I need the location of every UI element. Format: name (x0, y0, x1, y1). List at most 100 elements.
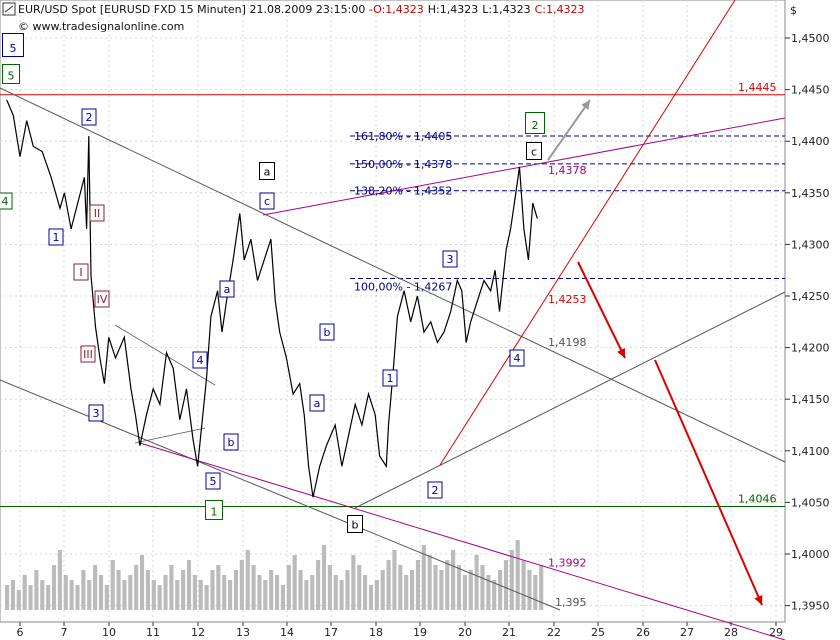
wave-label-5-blue-box (205, 472, 221, 490)
volume-bar (140, 555, 145, 610)
chart-header: EUR/USD Spot [EURUSD FXD 15 Minuten] 21.… (2, 2, 584, 33)
volume-bar (333, 575, 338, 610)
volume-bar (439, 570, 444, 610)
volume-bar (239, 560, 244, 610)
rising-support-line (354, 291, 786, 509)
volume-bar (339, 580, 344, 610)
volume-bar (75, 585, 80, 610)
volume-bar (63, 575, 68, 610)
volume-bar (110, 560, 115, 610)
volume-bar (427, 555, 432, 610)
volume-bar (321, 545, 327, 610)
volume-bar (175, 580, 180, 610)
header-watermark: © www.tradesignalonline.com (18, 20, 184, 33)
wave-label-a-blue: a (224, 283, 231, 296)
volume-bar (456, 565, 462, 610)
wave-label-5-blue: 5 (210, 475, 217, 488)
y-tick-label: 1,4300 (791, 238, 830, 251)
wave-label-b-black: b (352, 519, 359, 532)
level-label-14198: 1,4198 (548, 336, 587, 349)
volume-bar (16, 590, 21, 610)
x-tick-label: 27 (680, 626, 694, 639)
wave-label-I: I (79, 266, 82, 279)
wave-label-4-blue: 4 (197, 354, 204, 367)
volume-bar (46, 585, 51, 610)
volume-bar (292, 555, 297, 610)
x-tick-label: 22 (547, 626, 561, 639)
wave-label-IV-box (94, 290, 110, 308)
wave-label-c-blue: c (264, 195, 270, 208)
volume-bar (145, 570, 150, 610)
grid (0, 0, 785, 622)
x-tick-label: 13 (236, 626, 250, 639)
volume-bar (216, 565, 221, 610)
wave-label-5-big-box (2, 33, 24, 57)
fib-label-138: 138,20% - 1,4352 (354, 185, 452, 198)
volume-bar (5, 585, 10, 610)
volume-bar (310, 575, 315, 610)
y-axis: 1,4500 1,4450 1,4400 1,4350 1,4300 1,4250 1,42… (785, 32, 830, 613)
wave-label-b-blue-box (223, 433, 239, 451)
volume-bar (374, 580, 379, 610)
arrow-down-red-1 (577, 261, 626, 359)
volume-bar (275, 575, 280, 610)
volume-bar (263, 580, 268, 610)
volume-bar (433, 565, 438, 610)
volume-bar (28, 585, 33, 610)
wave-label-2-green: 2 (532, 119, 539, 132)
volume-bar (245, 550, 250, 610)
volume-bar (316, 560, 321, 610)
wave-label-4-blue-box (192, 351, 208, 369)
wave-label-1-blue-2: 1 (387, 372, 394, 385)
wave-label-c-black: c (531, 146, 537, 159)
volume-bar (474, 555, 479, 610)
volume-bar (286, 565, 291, 610)
wave-label-1-green: 1 (211, 505, 218, 518)
volume-bar (480, 565, 485, 610)
volume-bar (363, 575, 368, 610)
volume-bar (81, 570, 86, 610)
volume-bar (533, 575, 538, 610)
volume-bar (228, 580, 233, 610)
y-tick-label: 1,3950 (791, 600, 830, 613)
arrow-down-red-2 (654, 359, 763, 606)
volume-bar (98, 575, 104, 610)
annotations: 1,4445 1,4046 1,3992 1,395 1,4198 1,4253 1,437… (0, 33, 777, 609)
volume-bar (251, 565, 256, 610)
price-series (6, 99, 538, 498)
trend-lines (0, 0, 786, 640)
y-tick-label: 1,4050 (791, 496, 830, 509)
volume-bar (357, 565, 362, 610)
level-label-1395: 1,395 (555, 596, 587, 609)
magenta-upper-line (262, 117, 786, 216)
wave-label-5-green: 5 (8, 69, 15, 82)
wave-label-4-green-box (0, 192, 13, 210)
x-tick-label: 11 (146, 626, 160, 639)
volume-bar (169, 565, 174, 610)
volume-bar (462, 575, 467, 610)
y-tick-label: 1,4500 (791, 32, 830, 45)
y-tick-label: 1,4200 (791, 342, 830, 355)
volume-bar (51, 565, 57, 610)
y-axis-label: $ (790, 4, 797, 17)
wave-label-b-blue: b (228, 436, 235, 449)
header-high: H:1,4323 (428, 3, 478, 16)
fib-label-161: 161,80% - 1,4405 (354, 130, 452, 143)
wave-label-b-blue-2: b (324, 326, 331, 339)
volume-bar (404, 575, 409, 610)
header-title: EUR/USD Spot [EURUSD FXD 15 Minuten] 21.… (18, 3, 584, 16)
wave-label-b-blue-2-box (319, 323, 335, 341)
y-tick-label: 1,4400 (791, 135, 830, 148)
volume-bar (22, 575, 27, 610)
volume-bar (87, 580, 92, 610)
y-tick-label: 1,4350 (791, 187, 830, 200)
y-tick-label: 1,4250 (791, 290, 830, 303)
wave-label-a-black-box (259, 162, 275, 180)
volume-bar (539, 565, 544, 610)
header-icon (2, 2, 16, 16)
x-tick-label: 6 (17, 626, 24, 639)
volume-bar (351, 555, 356, 610)
x-tick-label: 29 (769, 626, 783, 639)
